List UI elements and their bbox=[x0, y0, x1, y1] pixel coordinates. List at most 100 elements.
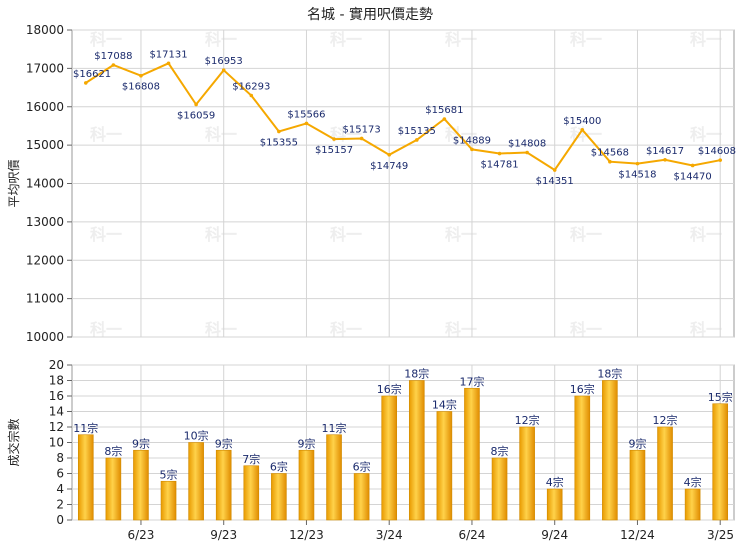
count-bar-label: 14宗 bbox=[432, 398, 457, 412]
watermark-text: 科一 bbox=[205, 125, 237, 144]
count-bar bbox=[160, 480, 177, 521]
count-bar bbox=[546, 488, 563, 521]
count-bar bbox=[574, 395, 591, 521]
watermark-text: 科一 bbox=[570, 225, 602, 244]
price-point bbox=[249, 93, 254, 98]
price-point bbox=[580, 127, 585, 132]
count-bar-label: 9宗 bbox=[628, 436, 646, 450]
count-bar-label: 12宗 bbox=[653, 413, 678, 427]
bar-y-tick-label: 10 bbox=[49, 436, 64, 450]
watermark-text: 科一 bbox=[330, 225, 362, 244]
price-point bbox=[552, 168, 557, 172]
price-data-label: $14889 bbox=[453, 135, 491, 146]
count-bar-label: 16宗 bbox=[570, 382, 595, 396]
watermark-text: 科一 bbox=[690, 225, 722, 244]
count-bar-label: 8宗 bbox=[491, 444, 509, 458]
bar-x-tick-label: 12/23 bbox=[289, 528, 324, 542]
price-point bbox=[111, 63, 116, 67]
price-point bbox=[608, 159, 612, 164]
price-data-label: $16621 bbox=[73, 69, 111, 80]
price-point bbox=[718, 158, 723, 162]
price-point bbox=[166, 61, 171, 66]
price-point bbox=[359, 136, 364, 141]
price-series-line bbox=[85, 62, 721, 172]
price-point bbox=[332, 137, 336, 141]
watermark-text: 科一 bbox=[330, 320, 362, 339]
count-bar-label: 5宗 bbox=[160, 467, 178, 481]
count-bar-label: 15宗 bbox=[708, 390, 733, 404]
price-point bbox=[470, 147, 474, 152]
price-data-label: $16059 bbox=[177, 110, 215, 121]
count-bar-label: 6宗 bbox=[270, 460, 288, 474]
count-bar bbox=[602, 380, 618, 521]
bar-x-tick-label: 9/24 bbox=[541, 528, 568, 542]
bar-y-tick-label: 6 bbox=[56, 467, 64, 481]
line-y-tick-label: 16000 bbox=[26, 100, 64, 114]
count-bar-label: 6宗 bbox=[353, 460, 371, 474]
bar-x-tick-label: 6/23 bbox=[127, 528, 154, 542]
bar-y-tick-label: 16 bbox=[49, 389, 64, 403]
count-bar-label: 18宗 bbox=[404, 367, 429, 381]
count-bar-label: 9宗 bbox=[297, 436, 315, 450]
count-bar bbox=[188, 442, 204, 521]
watermark-text: 科一 bbox=[205, 30, 237, 49]
line-y-tick-label: 14000 bbox=[26, 177, 64, 191]
price-point bbox=[139, 73, 143, 78]
price-data-label: $14608 bbox=[698, 146, 736, 157]
price-data-label: $14351 bbox=[536, 176, 574, 187]
bar-y-axis-label: 成交宗數 bbox=[6, 418, 21, 466]
count-bar bbox=[629, 449, 646, 521]
count-bar bbox=[77, 434, 94, 521]
price-data-label: $15135 bbox=[398, 126, 436, 137]
price-point bbox=[442, 117, 447, 121]
watermark-text: 科一 bbox=[205, 225, 237, 244]
price-point bbox=[635, 161, 640, 166]
watermark-text: 科一 bbox=[205, 320, 237, 339]
price-point bbox=[304, 121, 309, 126]
count-bar bbox=[353, 473, 370, 521]
count-bar-label: 4宗 bbox=[684, 475, 702, 489]
count-bar-label: 11宗 bbox=[73, 421, 98, 435]
watermark-text: 科一 bbox=[570, 320, 602, 339]
count-bar bbox=[436, 411, 453, 521]
watermark-text: 科一 bbox=[690, 125, 722, 144]
watermark-text: 科一 bbox=[570, 30, 602, 49]
count-bar-label: 9宗 bbox=[132, 436, 150, 450]
bar-y-tick-label: 18 bbox=[49, 374, 64, 388]
count-bar bbox=[215, 449, 232, 521]
price-data-label: $15566 bbox=[287, 109, 325, 120]
price-data-label: $15681 bbox=[425, 105, 463, 116]
price-point bbox=[83, 81, 88, 85]
price-data-label: $17131 bbox=[149, 49, 187, 60]
price-point bbox=[194, 102, 198, 107]
watermark-text: 科一 bbox=[330, 30, 362, 49]
count-bar-label: 16宗 bbox=[377, 382, 402, 396]
watermark-text: 科一 bbox=[90, 30, 122, 49]
bar-y-tick-label: 12 bbox=[49, 420, 64, 434]
watermark-text: 科一 bbox=[445, 320, 477, 339]
watermark-text: 科一 bbox=[90, 320, 122, 339]
bar-y-tick-label: 8 bbox=[56, 451, 64, 465]
price-data-label: $17088 bbox=[94, 51, 132, 62]
price-data-label: $14518 bbox=[618, 170, 656, 181]
watermark-text: 科一 bbox=[90, 125, 122, 144]
count-bar-label: 10宗 bbox=[184, 429, 209, 443]
price-data-label: $14749 bbox=[370, 161, 408, 172]
price-data-label: $16953 bbox=[205, 56, 243, 67]
count-bar-label: 17宗 bbox=[459, 374, 484, 388]
line-y-tick-label: 13000 bbox=[26, 215, 64, 229]
line-y-tick-label: 12000 bbox=[26, 253, 64, 267]
count-bar-label: 9宗 bbox=[215, 436, 233, 450]
watermark-text: 科一 bbox=[690, 320, 722, 339]
count-bar-label: 7宗 bbox=[242, 452, 260, 466]
price-point bbox=[221, 68, 226, 72]
count-bar bbox=[491, 457, 508, 521]
count-bar bbox=[684, 488, 701, 521]
price-point bbox=[387, 152, 392, 157]
price-point bbox=[414, 138, 419, 142]
count-bar bbox=[326, 434, 342, 521]
count-bar bbox=[464, 387, 480, 521]
count-bar bbox=[133, 449, 149, 521]
chart-title: 名城 - 實用呎價走勢 bbox=[307, 7, 433, 23]
